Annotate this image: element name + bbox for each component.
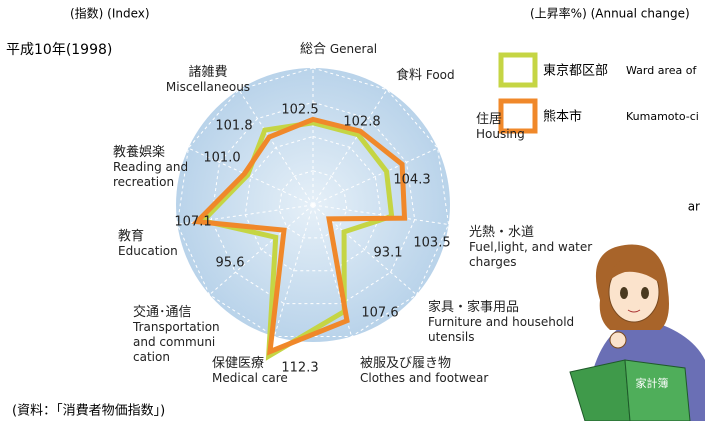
chart: (指数) (Index) (上昇率%) (Annual change) 平成10… (0, 0, 705, 421)
legend-label: 東京都区部 (543, 63, 608, 79)
category-label-en: Furniture and household utensils (428, 315, 574, 344)
source-note: (資料：「消費者物価指数」) (12, 404, 165, 419)
legend-label-en: Ward area of (626, 64, 697, 77)
category-label-en: Food (426, 68, 455, 82)
book-label: 家計簿 (636, 376, 669, 390)
value-label: 102.8 (343, 115, 380, 130)
chart-title: 平成10年(1998) (6, 42, 112, 58)
legend-swatch (501, 55, 535, 85)
page: (指数) (Index) (上昇率%) (Annual change) 平成10… (0, 0, 705, 421)
category-label-ja: 教育 (118, 229, 198, 244)
category-label-ja: 家具・家事用品 (428, 300, 588, 315)
category-label-ja: 交通･通信 (133, 305, 228, 320)
value-label: 103.5 (413, 236, 450, 251)
category-label-ja: 総合 (300, 42, 326, 57)
category-label-en: General (330, 42, 377, 56)
category-label: 食料 Food (396, 68, 486, 83)
category-label-ja: 食料 (396, 68, 422, 83)
category-label-ja: 教養娯楽 (113, 145, 203, 160)
value-label: 107.1 (174, 215, 211, 230)
category-label-ja: 諸雑費 (158, 65, 258, 80)
category-label-en: Reading and recreation (113, 160, 188, 189)
value-label: 93.1 (374, 246, 403, 261)
category-label-en: Miscellaneous (166, 80, 250, 94)
value-label: 107.6 (361, 306, 398, 321)
side-fragment: ar (688, 200, 700, 214)
left-note: (指数) (Index) (70, 6, 150, 21)
category-label: 総合 General (300, 42, 420, 57)
category-label-ja: 光熱・水道 (469, 225, 609, 240)
legend-label-en: Kumamoto-ci (626, 110, 699, 123)
value-label: 101.8 (215, 119, 252, 134)
category-label-en: Housing (476, 127, 525, 141)
illustration: 家計簿 (570, 245, 705, 421)
right-note: (上昇率%) (Annual change) (530, 6, 690, 21)
value-label: 102.5 (281, 103, 318, 118)
value-label: 104.3 (393, 173, 430, 188)
category-label-en: Clothes and footwear (360, 371, 488, 385)
category-label-en: Education (118, 244, 178, 258)
value-label: 112.3 (281, 361, 318, 376)
value-label: 95.6 (216, 256, 245, 271)
category-label-en: Fuel,light, and water charges (469, 240, 592, 269)
category-label-en: Transportation and communi cation (133, 320, 220, 364)
category-label-en: Medical care (212, 371, 288, 385)
value-label: 101.0 (203, 151, 240, 166)
legend-label: 熊本市 (543, 109, 582, 125)
category-label-ja: 住居 (476, 112, 546, 127)
category-label-ja: 被服及び履き物 (360, 356, 500, 371)
